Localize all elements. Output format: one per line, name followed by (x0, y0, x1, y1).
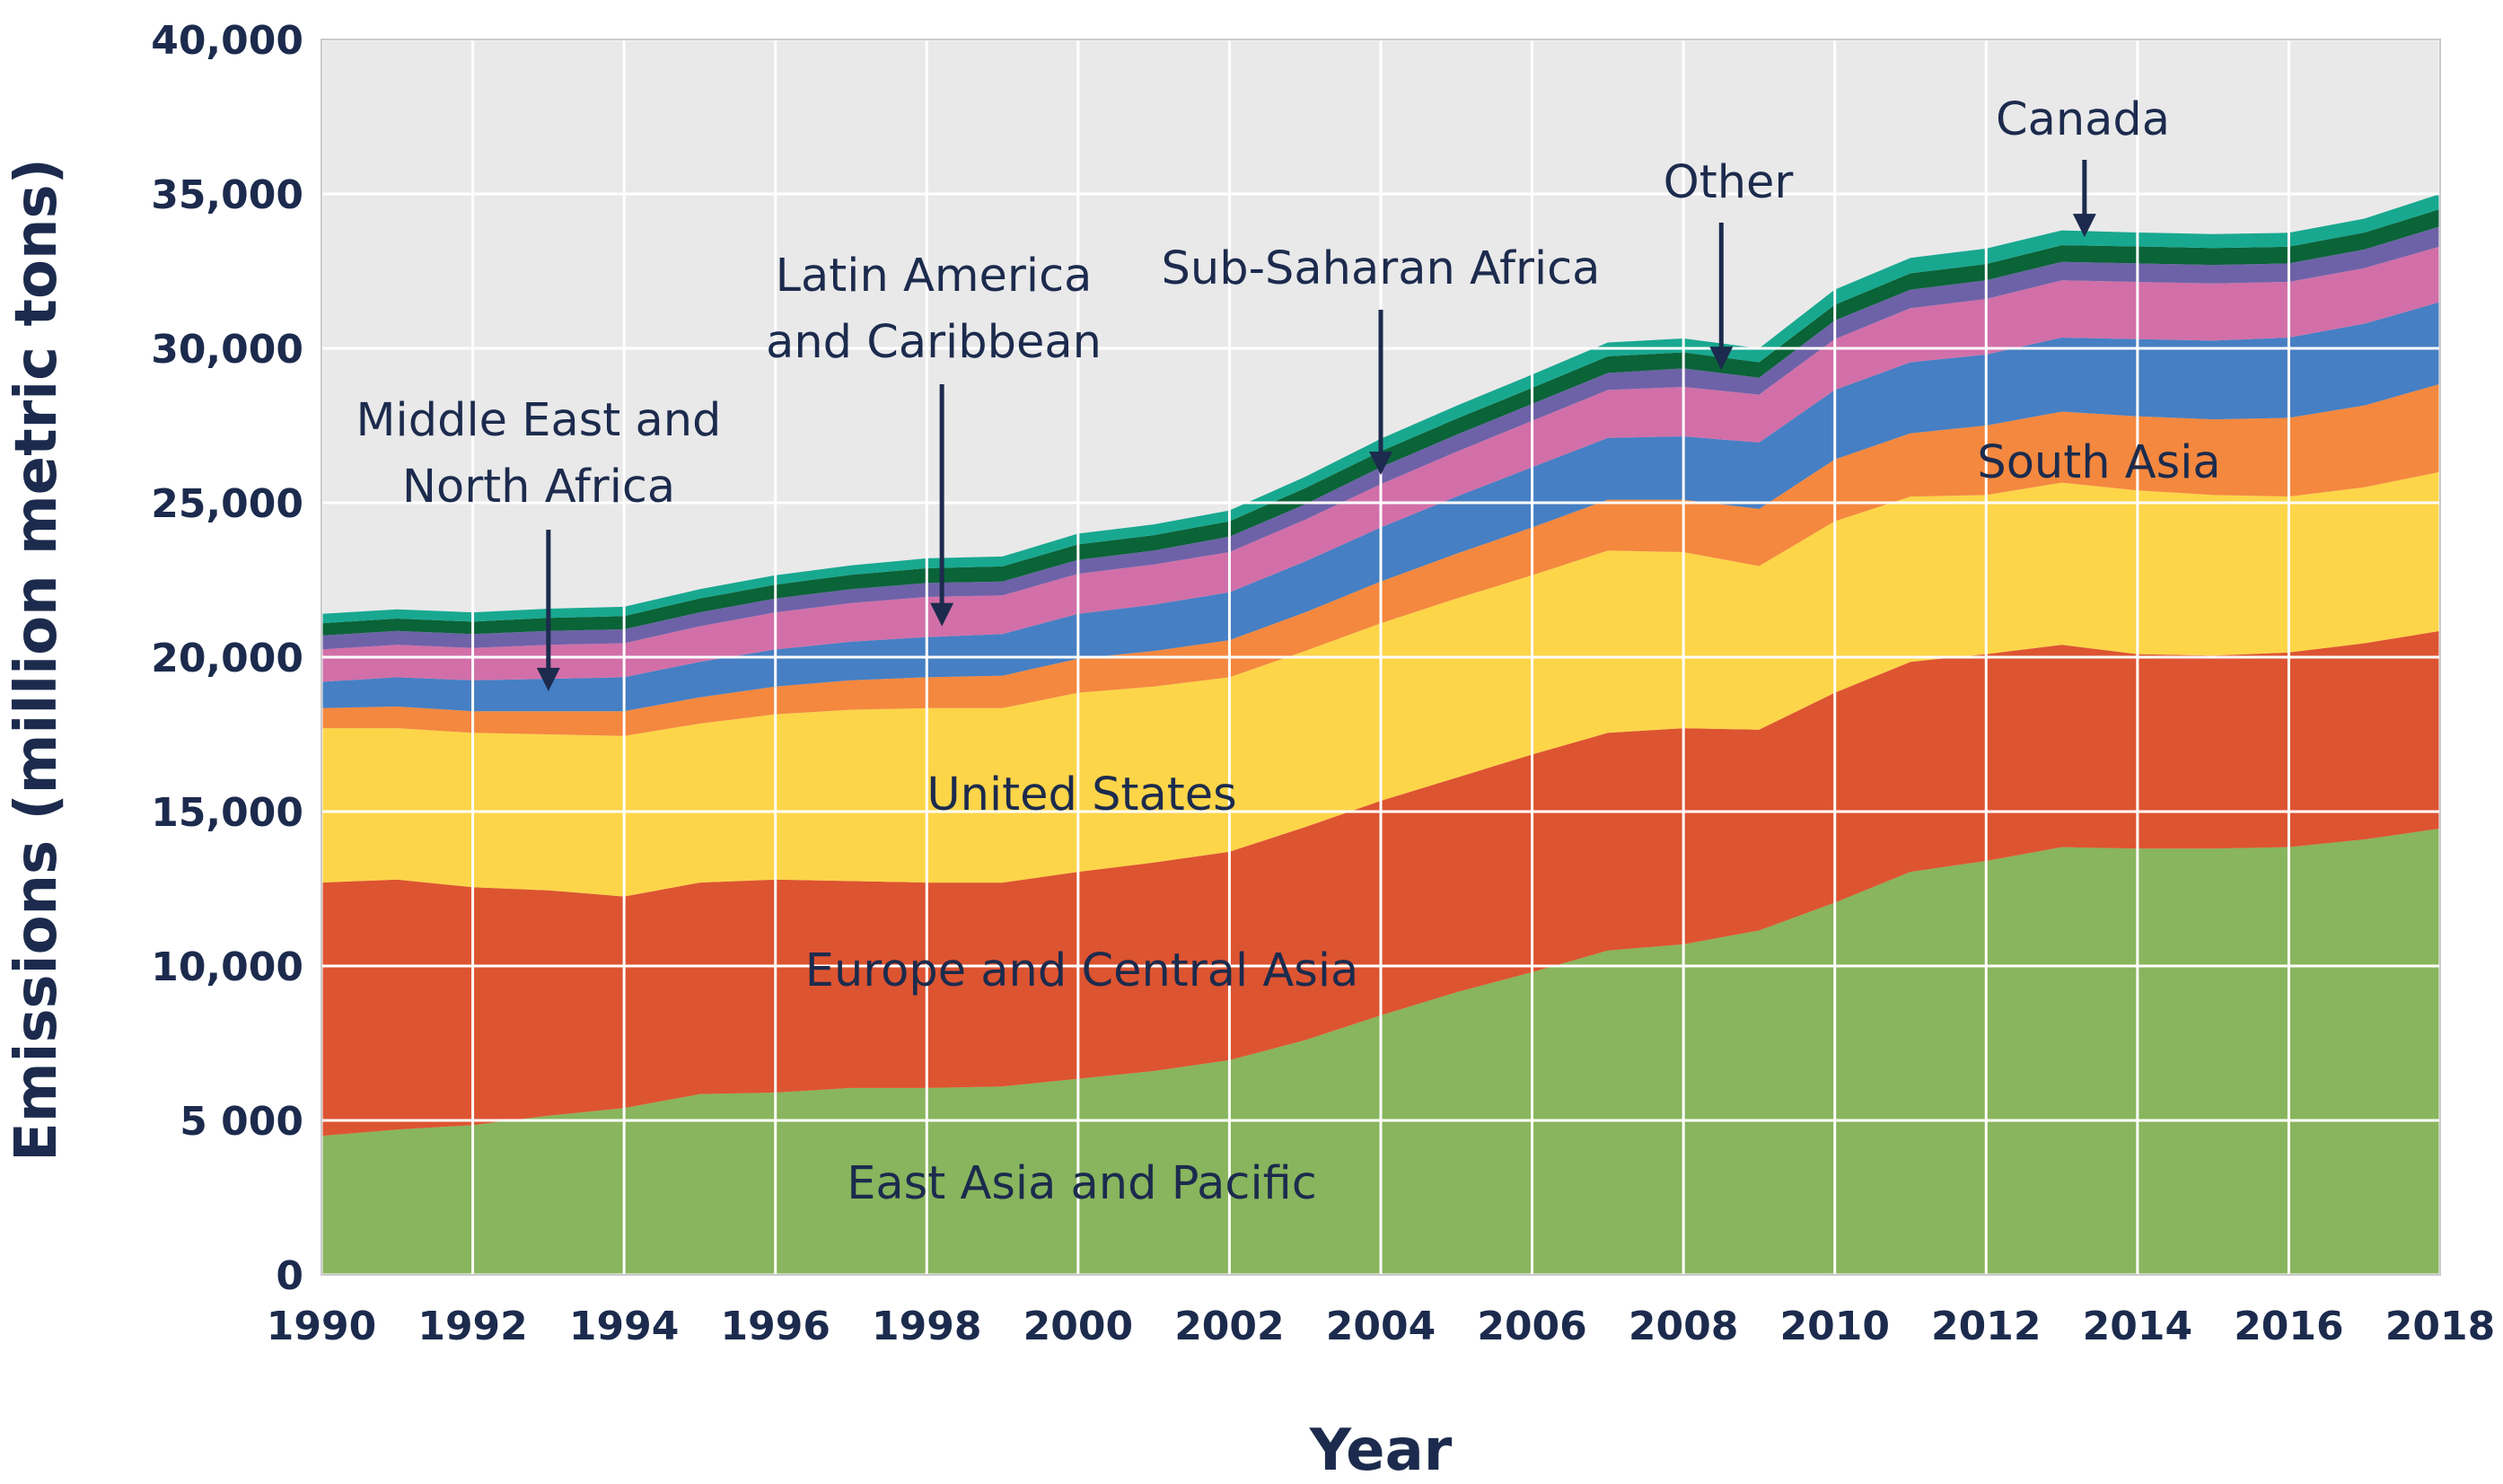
x-tick-label: 1994 (569, 1304, 679, 1349)
label-middle-east-and-north-africa: North Africa (402, 461, 675, 514)
x-tick-label: 1998 (872, 1304, 981, 1349)
x-tick-label: 2010 (1779, 1304, 1889, 1349)
plot-border (321, 39, 2441, 1276)
label-latin-america-and-caribbean: Latin America (776, 250, 1093, 303)
x-tick-label: 1990 (267, 1304, 376, 1349)
y-axis-title: Emissions (million metric tons) (4, 158, 70, 1162)
x-tick-label: 2014 (2083, 1304, 2192, 1349)
x-tick-label: 2006 (1477, 1304, 1586, 1349)
y-tick-label: 25,000 (151, 481, 303, 527)
gridlines (320, 38, 2442, 1277)
x-tick-label: 2018 (2385, 1304, 2495, 1349)
label-canada: Canada (1996, 93, 2170, 146)
x-tick-label: 2002 (1174, 1304, 1284, 1349)
label-latin-america-and-caribbean: and Caribbean (766, 316, 1102, 369)
x-tick-label: 2008 (1629, 1304, 1738, 1349)
label-europe-and-central-asia: Europe and Central Asia (805, 944, 1359, 997)
region-annotations: East Asia and Pacific Europe and Central … (356, 93, 2221, 1210)
label-other: Other (1664, 156, 1794, 209)
y-tick-label: 40,000 (151, 18, 303, 64)
x-axis-title: Year (1309, 1418, 1453, 1484)
y-axis-ticks: 0 5 000 10,000 15,000 20,000 25,000 30,000 35,0… (151, 18, 303, 1299)
area-canada (321, 208, 2440, 636)
arrowhead-canada (2072, 214, 2096, 238)
y-tick-label: 0 (276, 1253, 303, 1299)
area-south-asia (321, 383, 2440, 736)
area-middle-east-and-north-africa (321, 302, 2440, 712)
arrowhead-sub-saharan-africa (1369, 452, 1392, 476)
y-tick-label: 30,000 (151, 327, 303, 373)
y-tick-label: 10,000 (151, 944, 303, 990)
label-middle-east-and-north-africa: Middle East and (356, 394, 722, 447)
x-tick-label: 1996 (720, 1304, 830, 1349)
y-tick-label: 15,000 (151, 790, 303, 836)
area-latin-america-and-caribbean (321, 246, 2440, 682)
label-united-states: United States (927, 768, 1236, 821)
arrowhead-latin-america-and-caribbean (930, 602, 954, 627)
area-sub-saharan-africa (321, 226, 2440, 650)
x-tick-label: 2000 (1023, 1304, 1133, 1349)
arrowhead-other (1709, 347, 1734, 371)
x-axis-ticks: 1990 1992 1994 1996 1998 2000 2002 2004 2006 2008… (267, 1304, 2495, 1349)
x-tick-label: 1992 (417, 1304, 527, 1349)
arrowhead-middle-east-and-north-africa (536, 667, 560, 691)
y-tick-label: 35,000 (151, 172, 303, 218)
y-tick-label: 5 000 (180, 1099, 303, 1145)
x-tick-label: 2004 (1326, 1304, 1436, 1349)
label-east-asia-and-pacific: East Asia and Pacific (847, 1157, 1317, 1210)
x-tick-label: 2016 (2234, 1304, 2343, 1349)
y-tick-label: 20,000 (151, 636, 303, 681)
label-sub-saharan-africa: Sub-Saharan Africa (1162, 242, 1601, 295)
area-other (321, 194, 2440, 624)
label-south-asia: South Asia (1977, 436, 2220, 489)
x-tick-label: 2012 (1931, 1304, 2041, 1349)
